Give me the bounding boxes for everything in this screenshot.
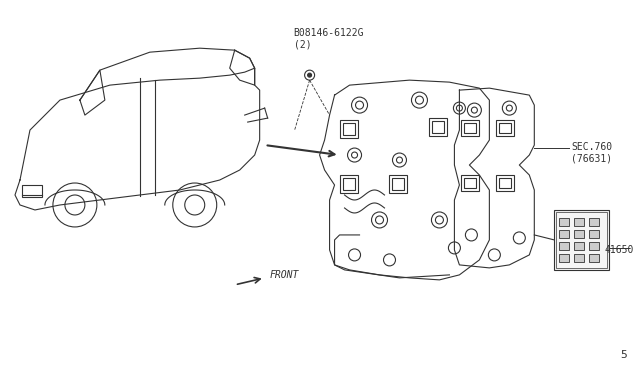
Bar bbox=[556, 212, 607, 268]
Bar bbox=[22, 185, 42, 197]
Bar bbox=[340, 120, 358, 138]
Bar bbox=[340, 175, 358, 193]
Bar bbox=[559, 230, 569, 238]
Bar bbox=[499, 178, 511, 188]
Circle shape bbox=[308, 73, 312, 77]
Bar bbox=[465, 178, 476, 188]
Bar bbox=[574, 218, 584, 226]
Bar bbox=[342, 178, 355, 190]
Bar bbox=[559, 242, 569, 250]
Bar bbox=[390, 175, 408, 193]
Bar bbox=[461, 175, 479, 191]
Bar bbox=[433, 121, 444, 133]
Bar bbox=[497, 120, 515, 136]
Bar bbox=[392, 178, 404, 190]
Text: 41650: 41650 bbox=[604, 245, 634, 255]
Bar bbox=[499, 123, 511, 133]
Bar bbox=[574, 254, 584, 262]
Bar bbox=[342, 123, 355, 135]
Bar bbox=[554, 210, 609, 270]
Bar bbox=[559, 254, 569, 262]
Text: SEC.760
(76631): SEC.760 (76631) bbox=[572, 142, 612, 164]
Bar bbox=[574, 242, 584, 250]
Bar bbox=[559, 218, 569, 226]
Bar bbox=[589, 230, 599, 238]
Bar bbox=[589, 218, 599, 226]
Text: 5: 5 bbox=[620, 350, 627, 360]
Bar bbox=[429, 118, 447, 136]
Bar bbox=[589, 242, 599, 250]
Text: B08146-6122G
(2): B08146-6122G (2) bbox=[294, 28, 364, 50]
Bar bbox=[497, 175, 515, 191]
Bar bbox=[461, 120, 479, 136]
Text: FRONT: FRONT bbox=[269, 270, 299, 280]
Bar bbox=[589, 254, 599, 262]
Bar bbox=[465, 123, 476, 133]
Bar bbox=[574, 230, 584, 238]
